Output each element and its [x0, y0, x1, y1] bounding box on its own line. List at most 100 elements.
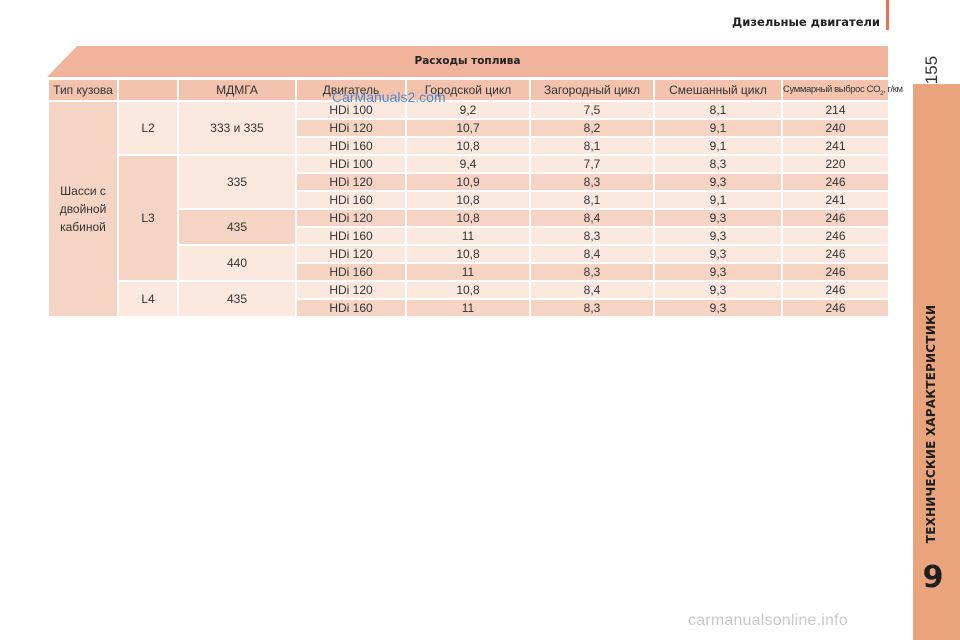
extra-urban-cell: 8,2 [529, 118, 655, 138]
col-co2: Суммарный выброс CO2, г/км [781, 78, 903, 102]
table-title: Расходы топлива [414, 55, 521, 67]
combined-cell: 9,3 [653, 172, 783, 192]
col-mass: МДМГА [177, 78, 297, 102]
chapter-tab-label-text: ТЕХНИЧЕСКИЕ ХАРАКТЕРИСТИКИ [924, 304, 938, 544]
extra-urban-cell: 8,3 [529, 226, 655, 246]
engine-cell: HDi 160 [295, 226, 407, 246]
extra-urban-cell: 8,4 [529, 244, 655, 264]
combined-cell: 8,3 [653, 154, 783, 174]
co2-cell: 220 [781, 154, 890, 174]
chapter-tab-label: ТЕХНИЧЕСКИЕ ХАРАКТЕРИСТИКИ [913, 290, 949, 558]
extra-urban-cell: 8,3 [529, 262, 655, 282]
col-combined-cycle: Смешанный цикл [653, 78, 783, 102]
combined-cell: 9,1 [653, 118, 783, 138]
co2-cell: 241 [781, 136, 890, 156]
urban-cell: 10,8 [405, 280, 531, 300]
combined-cell: 8,1 [653, 100, 783, 120]
engine-cell: HDi 120 [295, 244, 407, 264]
table-row: 440 HDi 120 10,8 8,4 9,3 246 [48, 244, 890, 282]
urban-cell: 9,4 [405, 154, 531, 174]
col-body-type: Тип кузова [47, 78, 119, 102]
urban-cell: 9,2 [405, 100, 531, 120]
body-type-cell: Шасси с двойной кабиной [47, 100, 119, 318]
table-row: HDi 160 11 8,3 9,3 246 [48, 298, 890, 318]
col-engine: Двигатель [295, 78, 407, 102]
extra-urban-cell: 8,3 [529, 172, 655, 192]
watermark-bottom: carmanualsonline.info [688, 612, 848, 629]
engine-cell: HDi 120 [295, 172, 407, 192]
col-urban-cycle: Городской цикл [405, 78, 531, 102]
co2-cell: 246 [781, 172, 890, 192]
urban-cell: 10,8 [405, 190, 531, 210]
combined-cell: 9,3 [653, 280, 783, 300]
table-row: L4 435 HDi 120 10,8 8,4 9,3 246 [48, 280, 890, 318]
engine-cell: HDi 160 [295, 262, 407, 282]
table-row: HDi 160 11 8,3 9,3 246 [48, 262, 890, 282]
watermark-top: CarManuals2.com [332, 89, 446, 105]
urban-cell: 10,8 [405, 136, 531, 156]
co2-cell: 246 [781, 298, 890, 318]
mass-cell: 435 [177, 280, 297, 318]
combined-cell: 9,3 [653, 244, 783, 264]
table-row: HDi 160 10,8 8,1 9,1 241 [48, 136, 890, 156]
table-row: HDi 120 10,7 8,2 9,1 240 [48, 118, 890, 138]
urban-cell: 11 [405, 298, 531, 318]
combined-cell: 9,3 [653, 298, 783, 318]
chapter-side-tab [913, 84, 960, 640]
length-cell: L4 [117, 280, 179, 318]
col-length [117, 78, 179, 102]
co2-cell: 246 [781, 280, 890, 300]
engine-cell: HDi 120 [295, 118, 407, 138]
table-row: HDi 160 11 8,3 9,3 246 [48, 226, 890, 246]
urban-cell: 10,7 [405, 118, 531, 138]
mass-cell: 335 [177, 154, 297, 210]
length-cell: L2 [117, 100, 179, 156]
header-accent-rule [886, 0, 889, 30]
co2-prefix: Суммарный выброс CO [783, 83, 881, 95]
extra-urban-cell: 8,1 [529, 190, 655, 210]
extra-urban-cell: 8,4 [529, 208, 655, 228]
table-row: Шасси с двойной кабиной L2 333 и 335 HDi… [47, 100, 890, 318]
engine-cell: HDi 160 [295, 136, 407, 156]
co2-cell: 241 [781, 190, 890, 210]
table-title-band: Расходы топлива [47, 46, 888, 77]
co2-subscript: 2 [880, 90, 884, 97]
engine-cell: HDi 120 [295, 280, 407, 300]
mass-cell: 435 [177, 208, 297, 246]
table-header-row: Тип кузова МДМГА Двигатель Городской цик… [47, 78, 903, 102]
combined-cell: 9,3 [653, 226, 783, 246]
col-extra-urban-cycle: Загородный цикл [529, 78, 655, 102]
co2-cell: 246 [781, 226, 890, 246]
co2-cell: 246 [781, 262, 890, 282]
co2-cell: 246 [781, 208, 890, 228]
extra-urban-cell: 8,1 [529, 136, 655, 156]
table-row: L3 335 HDi 100 9,4 7,7 8,3 220 [48, 154, 890, 282]
engine-cell: HDi 120 [295, 208, 407, 228]
engine-cell: HDi 100 [295, 154, 407, 174]
length-cell: L3 [117, 154, 179, 282]
table-row: HDi 120 10,9 8,3 9,3 246 [48, 172, 890, 192]
mass-cell: 440 [177, 244, 297, 282]
combined-cell: 9,3 [653, 262, 783, 282]
mass-cell: 333 и 335 [177, 100, 297, 156]
urban-cell: 10,9 [405, 172, 531, 192]
co2-cell: 240 [781, 118, 890, 138]
engine-cell: HDi 160 [295, 298, 407, 318]
co2-suffix: , г/км [883, 83, 903, 95]
urban-cell: 10,8 [405, 244, 531, 264]
extra-urban-cell: 8,3 [529, 298, 655, 318]
extra-urban-cell: 7,7 [529, 154, 655, 174]
urban-cell: 11 [405, 226, 531, 246]
engine-cell: HDi 100 [295, 100, 407, 120]
urban-cell: 10,8 [405, 208, 531, 228]
engine-cell: HDi 160 [295, 190, 407, 210]
co2-cell: 246 [781, 244, 890, 264]
fuel-consumption-table: Тип кузова МДМГА Двигатель Городской цик… [47, 78, 903, 318]
page-number-text: 155 [922, 55, 941, 85]
table-row: HDi 160 10,8 8,1 9,1 241 [48, 190, 890, 210]
combined-cell: 9,1 [653, 136, 783, 156]
extra-urban-cell: 7,5 [529, 100, 655, 120]
table-row: 435 HDi 120 10,8 8,4 9,3 246 [48, 208, 890, 246]
urban-cell: 11 [405, 262, 531, 282]
combined-cell: 9,3 [653, 208, 783, 228]
